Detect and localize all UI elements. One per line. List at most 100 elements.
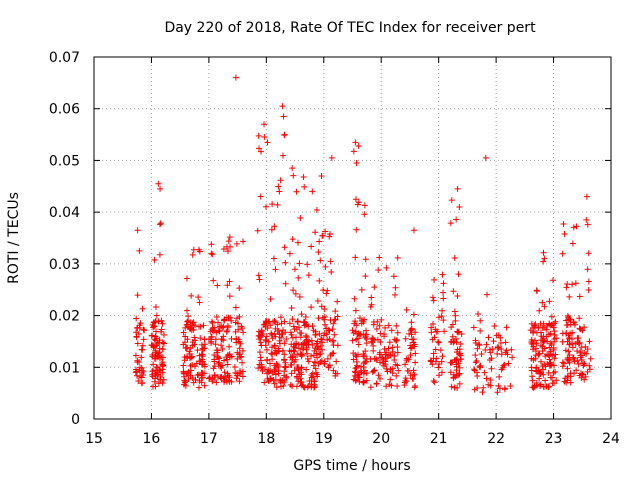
data-point <box>371 284 378 291</box>
data-point <box>330 320 337 327</box>
data-point <box>584 368 591 375</box>
data-point <box>300 173 307 180</box>
data-point <box>569 240 576 247</box>
data-point <box>263 333 270 340</box>
data-point <box>565 335 572 342</box>
data-point <box>491 322 498 329</box>
data-point <box>353 322 360 329</box>
data-point <box>198 369 205 376</box>
data-point <box>195 384 202 391</box>
data-point <box>293 374 300 381</box>
data-point <box>546 356 553 363</box>
data-point <box>389 369 396 376</box>
data-point <box>394 329 401 336</box>
data-point <box>498 351 505 358</box>
data-point <box>537 381 544 388</box>
data-point <box>151 256 158 263</box>
data-point <box>528 336 535 343</box>
data-point <box>281 368 288 375</box>
data-point <box>353 358 360 365</box>
data-point <box>566 341 573 348</box>
data-point <box>542 377 549 384</box>
data-point <box>268 350 275 357</box>
data-point <box>541 255 548 262</box>
data-point <box>570 318 577 325</box>
data-point <box>275 367 282 374</box>
data-point <box>353 353 360 360</box>
data-point <box>308 304 315 311</box>
data-point <box>304 350 311 357</box>
data-point <box>264 139 271 146</box>
data-point <box>268 330 275 337</box>
data-point <box>368 294 375 301</box>
data-point <box>240 238 247 245</box>
data-point <box>265 338 272 345</box>
data-point <box>370 321 377 328</box>
data-point <box>149 321 156 328</box>
data-point <box>159 360 166 367</box>
data-point <box>224 352 231 359</box>
data-point <box>496 385 503 392</box>
data-point <box>271 223 278 230</box>
data-point <box>585 250 592 257</box>
data-point <box>160 354 167 361</box>
data-point <box>543 383 550 390</box>
data-point <box>481 369 488 376</box>
data-point <box>551 328 558 335</box>
data-point <box>456 380 463 387</box>
data-point <box>457 340 464 347</box>
data-point <box>218 364 225 371</box>
data-point <box>304 355 311 362</box>
data-point <box>352 307 359 314</box>
data-point <box>136 322 143 329</box>
data-point <box>207 336 214 343</box>
data-point <box>226 374 233 381</box>
data-point <box>209 251 216 258</box>
data-point <box>139 305 146 312</box>
data-point <box>427 357 434 364</box>
data-point <box>439 353 446 360</box>
data-point <box>349 337 356 344</box>
data-point <box>239 347 246 354</box>
data-point <box>474 372 481 379</box>
data-point <box>157 221 164 228</box>
data-point <box>441 328 448 335</box>
data-point <box>362 273 369 280</box>
data-point <box>269 351 276 358</box>
data-point <box>582 373 589 380</box>
data-point <box>375 372 382 379</box>
data-point <box>155 318 162 325</box>
data-point <box>322 228 329 235</box>
data-point <box>437 347 444 354</box>
data-point <box>267 360 274 367</box>
data-point <box>583 350 590 357</box>
data-point <box>564 356 571 363</box>
data-point <box>213 347 220 354</box>
data-point <box>281 318 288 325</box>
data-point <box>155 380 162 387</box>
data-point <box>158 326 165 333</box>
data-point <box>361 367 368 374</box>
data-point <box>440 295 447 302</box>
data-point <box>564 312 571 319</box>
data-point <box>477 327 484 334</box>
data-point <box>152 352 159 359</box>
data-point <box>540 333 547 340</box>
data-point <box>134 340 141 347</box>
data-point <box>308 337 315 344</box>
data-point <box>180 341 187 348</box>
data-point <box>455 329 462 336</box>
data-point <box>138 364 145 371</box>
data-point <box>432 346 439 353</box>
data-point <box>305 338 312 345</box>
data-point <box>138 380 145 387</box>
data-point <box>494 389 501 396</box>
data-point <box>283 374 290 381</box>
data-point <box>160 340 167 347</box>
data-point <box>265 369 272 376</box>
data-point <box>329 338 336 345</box>
data-point <box>490 338 497 345</box>
data-point <box>224 370 231 377</box>
data-point <box>210 277 217 284</box>
data-point <box>350 356 357 363</box>
